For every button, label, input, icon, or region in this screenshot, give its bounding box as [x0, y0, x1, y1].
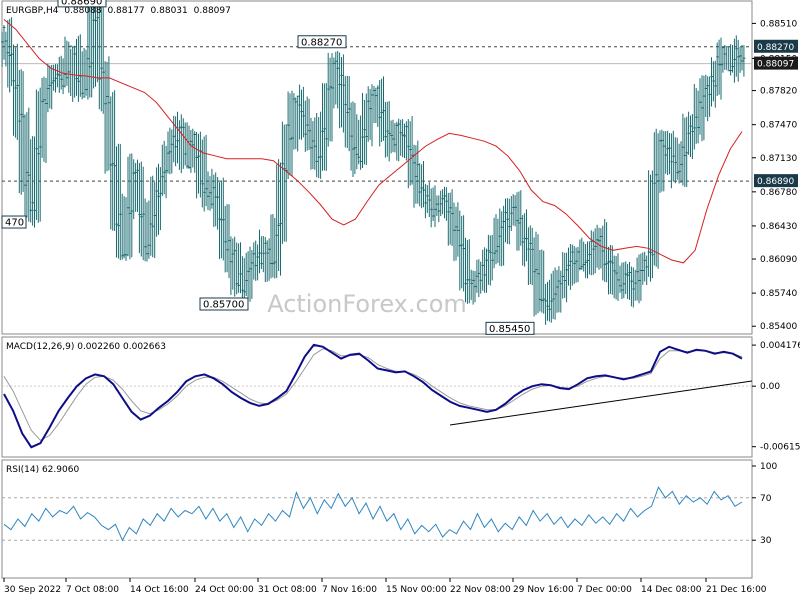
- macd-tick-label: 0.004176: [760, 341, 800, 351]
- annotation-box: [1, 215, 27, 229]
- annotation-label: 0.88270: [301, 37, 342, 48]
- rsi-tick-label: 100: [760, 462, 777, 472]
- time-axis: 30 Sep 2022 7 Oct 08:00 14 Oct 16:00 24 Oct…: [3, 578, 767, 595]
- rsi-panel: [1, 459, 753, 579]
- macd-trendline: [449, 380, 753, 426]
- time-tick-label: 14 Oct 16:00: [130, 585, 189, 595]
- symbol-label: EURGBP,H4: [6, 6, 59, 16]
- annotation-box: [57, 0, 107, 8]
- price-levels: [2, 46, 752, 182]
- annotation-label: 0.85700: [203, 300, 244, 311]
- macd-tick-label: 0.00: [760, 382, 780, 392]
- time-tick-label: 7 Nov 16:00: [322, 585, 377, 595]
- moving-average-line: [3, 19, 743, 264]
- annotation-box: [199, 297, 249, 311]
- price-tick-label: 0.86780: [760, 188, 797, 198]
- time-tick-label: 7 Oct 08:00: [66, 585, 119, 595]
- level-price-box: [754, 39, 798, 53]
- price-tick-label: 0.86090: [760, 255, 797, 265]
- rsi-tick-label: 70: [760, 494, 772, 504]
- annotation-label: 0.85450: [489, 324, 530, 335]
- price-tick-label: 0.86430: [760, 222, 797, 232]
- price-annotations: 0.88690 0.88270 0.85700 0.85450 470: [1, 0, 535, 335]
- rsi-header: RSI(14) 62.9060: [6, 465, 79, 475]
- price-tick-label: 0.87820: [760, 87, 797, 97]
- rsi-axis: 100 70 30: [752, 462, 777, 546]
- price-candles: [1, 0, 746, 325]
- annotation-label: 0.88690: [61, 0, 102, 7]
- time-tick-label: 7 Dec 00:00: [577, 585, 632, 595]
- rsi-levels: [2, 497, 752, 541]
- close-value: 0.88097: [194, 6, 231, 16]
- time-tick-label: 29 Nov 16:00: [513, 585, 574, 595]
- current-price-label: 0.88097: [757, 60, 794, 70]
- time-tick-label: 31 Oct 08:00: [258, 585, 317, 595]
- price-tick-label: 0.87130: [760, 154, 797, 164]
- time-tick-label: 22 Nov 08:00: [450, 585, 511, 595]
- macd-panel: [1, 336, 753, 458]
- high-value: 0.88177: [107, 6, 144, 16]
- time-tick-label: 21 Dec 16:00: [706, 585, 767, 595]
- time-tick-label: 30 Sep 2022: [4, 585, 61, 595]
- price-axis: 0.885100.881500.878200.874700.871300.867…: [752, 19, 798, 332]
- rsi-tick-label: 30: [760, 536, 772, 546]
- time-tick-label: 24 Oct 00:00: [195, 585, 254, 595]
- annotation-label: 470: [5, 218, 24, 229]
- price-tick-label: 0.85400: [760, 322, 797, 332]
- level-price-label: 0.88270: [757, 43, 794, 53]
- annotation-box: [297, 35, 347, 49]
- price-tick-label: 0.88510: [760, 19, 797, 29]
- macd-line: [3, 343, 743, 449]
- price-tick-label: 0.87470: [760, 121, 797, 131]
- macd-header: MACD(12,26,9) 0.002260 0.002663: [6, 342, 166, 352]
- price-header: EURGBP,H4 0.88088 0.88177 0.88031 0.8809…: [6, 6, 231, 16]
- time-tick-label: 14 Dec 08:00: [641, 585, 702, 595]
- watermark: ActionForex.com: [267, 290, 467, 318]
- level-price-box: [754, 174, 798, 188]
- time-tick-label: 15 Nov 00:00: [386, 585, 447, 595]
- price-tick-label: 0.85740: [760, 289, 797, 299]
- annotation-box: [485, 321, 535, 335]
- rsi-line: [3, 486, 743, 542]
- open-value: 0.88088: [64, 6, 101, 16]
- price-panel: [1, 0, 753, 335]
- level-price-label: 0.86890: [757, 177, 794, 187]
- low-value: 0.88031: [151, 6, 188, 16]
- current-price-box: [754, 56, 798, 70]
